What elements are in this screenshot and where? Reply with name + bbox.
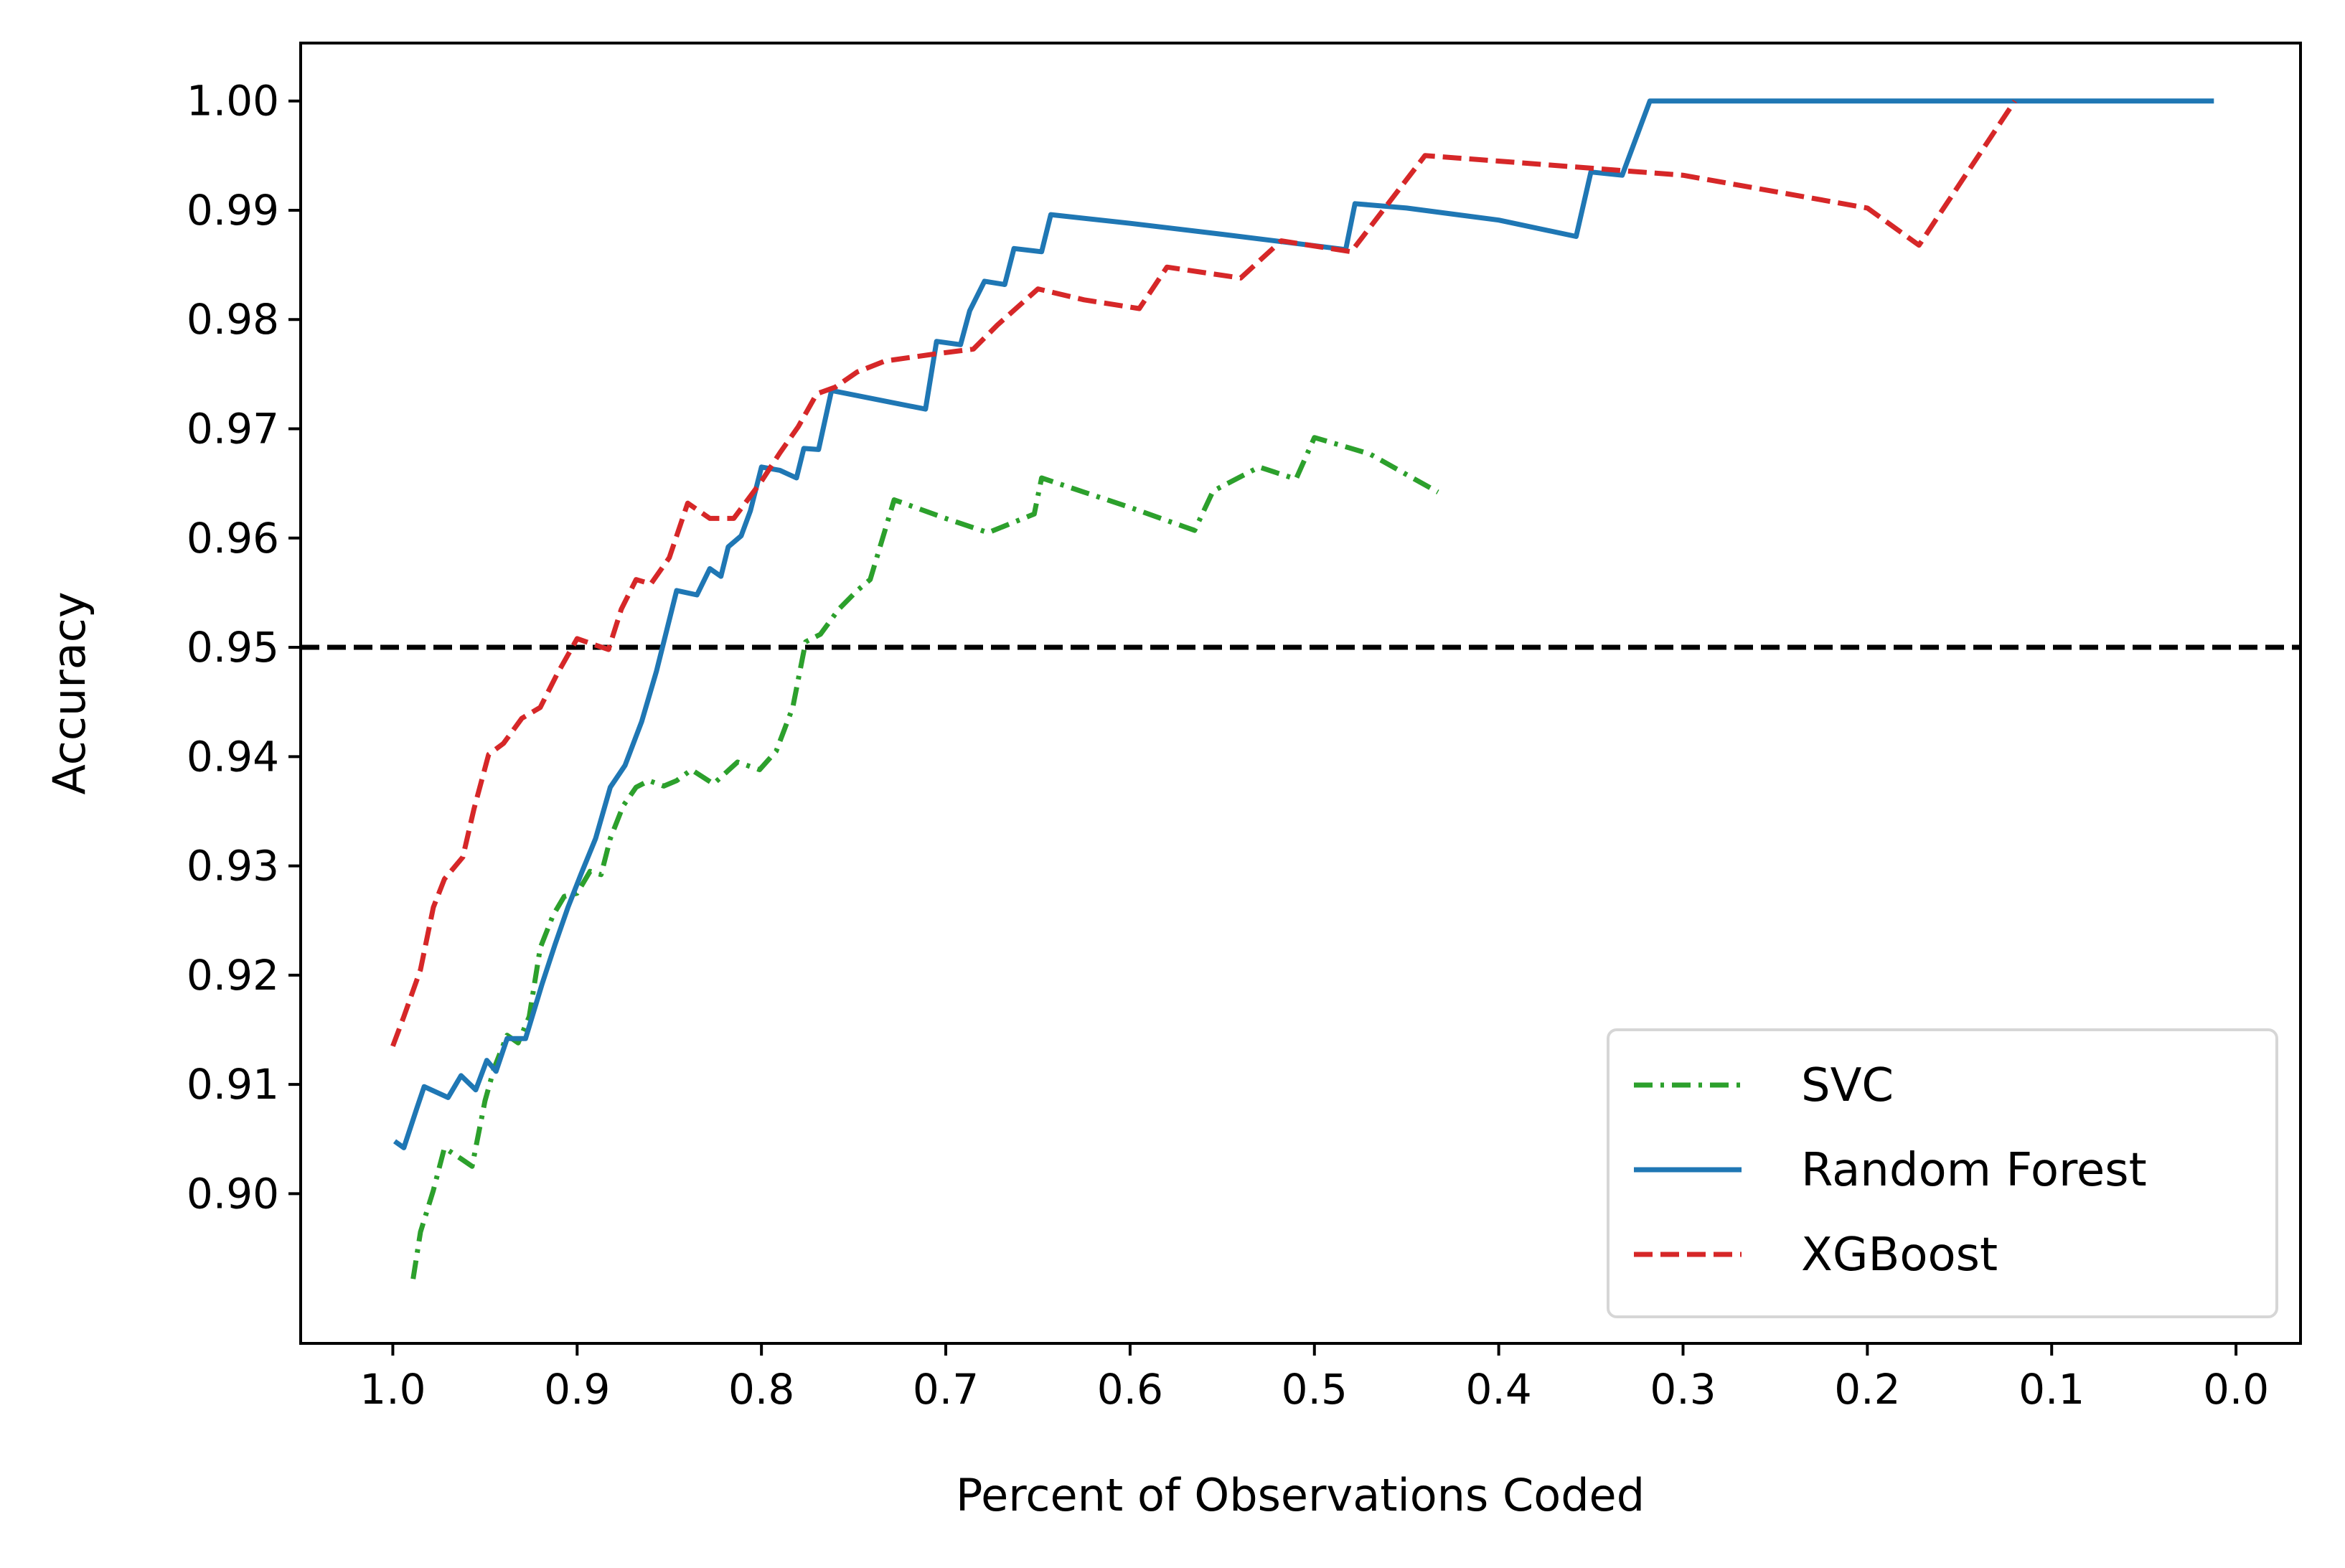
y-tick-label: 0.94 <box>187 732 279 781</box>
x-tick-label: 0.9 <box>544 1365 610 1414</box>
series-line-svc <box>410 435 1439 1280</box>
x-tick-label: 1.0 <box>359 1365 426 1414</box>
x-tick-label: 0.4 <box>1466 1365 1532 1414</box>
y-axis-label: Accuracy <box>43 591 95 794</box>
y-tick-label: 0.90 <box>187 1169 279 1218</box>
plot-frame <box>299 42 2302 1345</box>
x-tick-label: 0.8 <box>728 1365 794 1414</box>
y-tick-label: 0.98 <box>187 295 279 344</box>
legend-label-random-forest: Random Forest <box>1801 1144 2147 1197</box>
y-tick-label: 0.97 <box>187 405 279 454</box>
x-axis-label: Percent of Observations Coded <box>956 1469 1645 1521</box>
x-tick-label: 0.2 <box>1834 1365 1900 1414</box>
x-tick-label: 0.1 <box>2019 1365 2085 1414</box>
y-tick-label: 0.93 <box>187 842 279 891</box>
series-line-xgboost <box>390 99 2017 1048</box>
legend-box <box>1607 1028 2278 1318</box>
legend: SVC Random Forest XGBoost <box>1607 1028 2278 1318</box>
x-tick-label: 0.0 <box>2203 1365 2269 1414</box>
y-tick-label: 0.96 <box>187 514 279 563</box>
x-tick-label: 0.6 <box>1097 1365 1163 1414</box>
legend-label-xgboost: XGBoost <box>1801 1229 1998 1282</box>
y-tick-label: 1.00 <box>187 77 279 126</box>
y-tick-label: 0.95 <box>187 623 279 672</box>
y-tick-label: 0.99 <box>187 186 279 235</box>
x-tick-label: 0.5 <box>1282 1365 1348 1414</box>
x-tick-label: 0.7 <box>913 1365 979 1414</box>
x-tick-label: 0.3 <box>1650 1365 1716 1414</box>
y-tick-label: 0.92 <box>187 951 279 1000</box>
legend-label-svc: SVC <box>1801 1059 1894 1112</box>
y-tick-label: 0.91 <box>187 1060 279 1109</box>
